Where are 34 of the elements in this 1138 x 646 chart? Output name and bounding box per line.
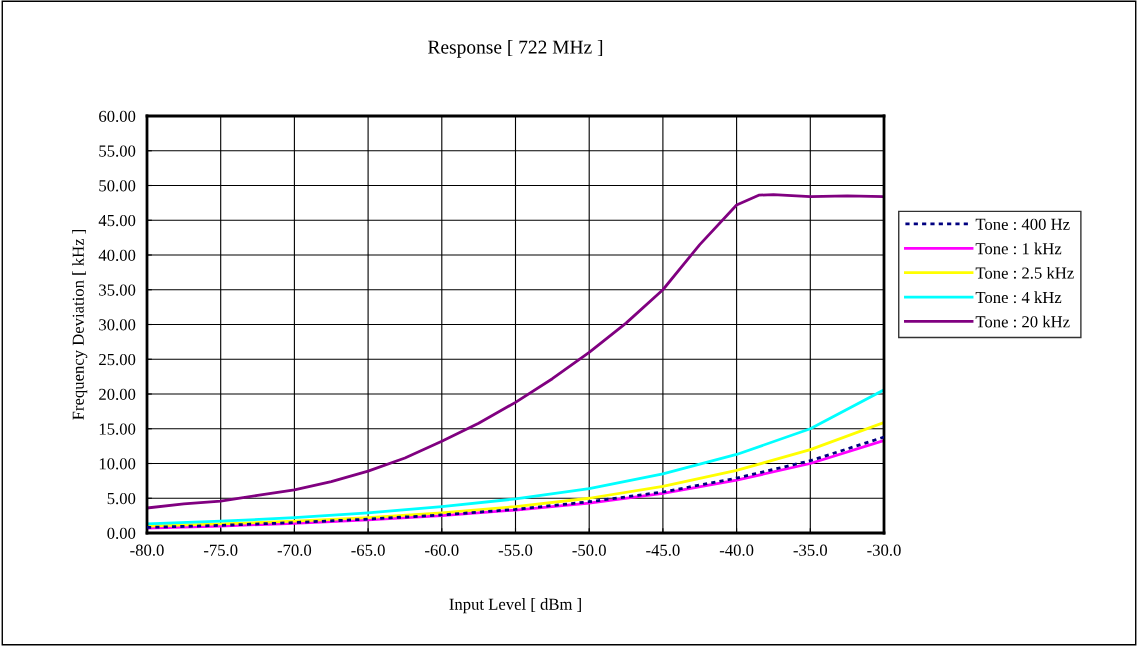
line-series bbox=[147, 388, 884, 526]
y-tick-label: 25.00 bbox=[99, 353, 136, 366]
x-tick-label: -50.0 bbox=[572, 544, 606, 556]
x-tick-label: -40.0 bbox=[719, 544, 754, 556]
x-tick-label: -45.0 bbox=[646, 544, 680, 556]
legend-label: Tone : 20 kHz bbox=[975, 315, 1070, 328]
x-tick-label: -75.0 bbox=[203, 544, 238, 556]
y-tick-label: 35.00 bbox=[99, 284, 136, 296]
x-tick-label: -80.0 bbox=[130, 544, 164, 556]
legend-label: Tone : 2.5 kHz bbox=[975, 266, 1074, 279]
y-tick-label: 20.00 bbox=[99, 388, 136, 401]
line-series bbox=[147, 193, 884, 510]
y-tick-label: 30.00 bbox=[99, 319, 136, 331]
x-tick-label: -30.0 bbox=[867, 544, 901, 556]
chart-title: Response [ 722 MHz ] bbox=[428, 40, 603, 58]
x-axis-title: Input Level [ dBm ] bbox=[449, 598, 581, 614]
legend-label: Tone : 4 kHz bbox=[975, 291, 1062, 304]
y-tick-label: 50.00 bbox=[99, 180, 136, 192]
y-tick-label: 10.00 bbox=[99, 458, 136, 470]
x-tick-label: -60.0 bbox=[425, 544, 459, 556]
y-tick-label: 60.00 bbox=[99, 110, 136, 123]
y-tick-label: 5.00 bbox=[107, 492, 136, 505]
x-tick-label: -65.0 bbox=[351, 544, 385, 556]
y-axis-title: Frequency Deviation [ kHz ] bbox=[72, 229, 88, 420]
legend-label: Tone : 1 kHz bbox=[975, 242, 1062, 255]
x-tick-label: -70.0 bbox=[277, 544, 312, 556]
y-tick-label: 0.00 bbox=[107, 527, 136, 540]
x-tick-label: -35.0 bbox=[793, 544, 828, 556]
y-tick-label: 45.00 bbox=[98, 214, 136, 227]
y-tick-label: 15.00 bbox=[99, 423, 136, 435]
legend-label: Tone : 400 Hz bbox=[975, 218, 1070, 230]
x-tick-label: -55.0 bbox=[498, 544, 533, 556]
y-tick-label: 55.00 bbox=[99, 145, 136, 157]
y-tick-label: 40.00 bbox=[98, 249, 136, 262]
